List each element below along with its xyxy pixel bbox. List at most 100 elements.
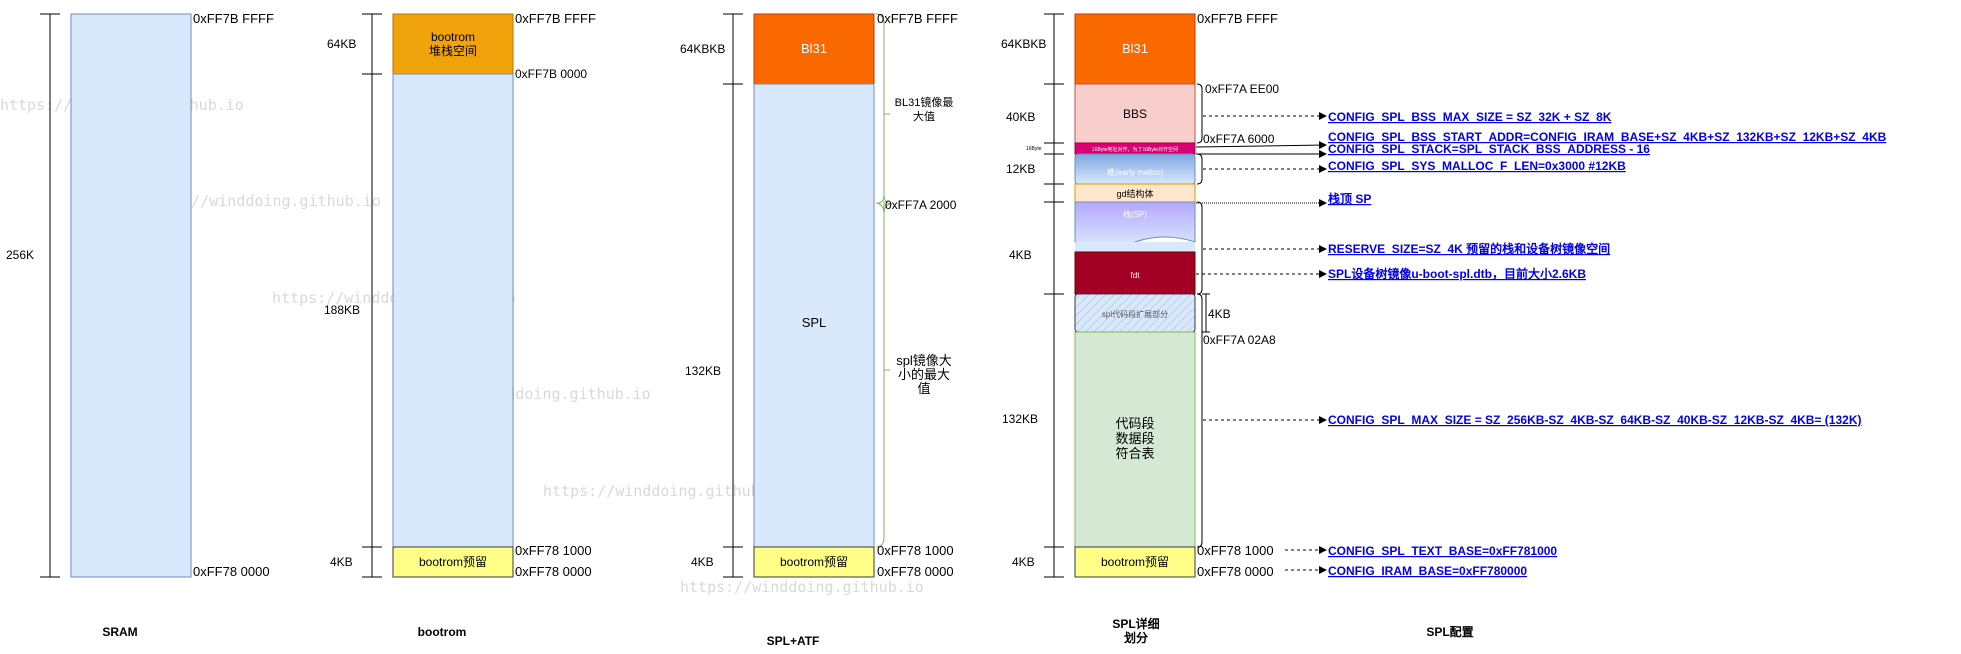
spl-detail-size-ext: 4KB bbox=[1208, 307, 1231, 321]
config-item-spl-dtb[interactable]: SPL设备树镜像u-boot-spl.dtb，目前大小2.6KB bbox=[1328, 266, 1586, 281]
spl-atf-addr-spl-max: 0xFF7A 2000 bbox=[885, 198, 957, 212]
spl-atf-reserve-block bbox=[753, 546, 875, 578]
bootrom-addr-top: 0xFF7B FFFF bbox=[515, 11, 596, 26]
bootrom-addr-stack-end: 0xFF7B 0000 bbox=[515, 67, 587, 81]
spl-detail-gd-label: gd结构体 bbox=[1116, 188, 1153, 199]
spl-atf-size-bl31: 64KBKB bbox=[680, 42, 725, 56]
spl-atf-title: SPL+ATF bbox=[767, 634, 820, 648]
spl-detail-size-bl31: 64KBKB bbox=[1001, 37, 1046, 51]
spl-detail-stack-fill bbox=[1075, 242, 1195, 252]
spl-atf-addr-top: 0xFF7B FFFF bbox=[877, 11, 958, 26]
spl-detail-ext-label: spl代码段扩展部分 bbox=[1102, 309, 1168, 319]
spl-detail-size-code: 132KB bbox=[1002, 412, 1038, 426]
bootrom-reserve-label: bootrom预留 bbox=[419, 555, 487, 569]
spl-detail-addr-bottom: 0xFF78 0000 bbox=[1197, 564, 1274, 579]
spl-detail-heap-label: 堆(early malloc) bbox=[1107, 167, 1163, 177]
spl-atf-spl-note: 小的最大 bbox=[898, 367, 950, 382]
spl-atf-bl31-note: BL31镜像最 bbox=[895, 95, 954, 109]
spl-detail-addr-6000: 0xFF7A 6000 bbox=[1203, 132, 1275, 146]
spl-atf-spl-note: 值 bbox=[917, 381, 930, 396]
spl-atf-bl31-note: 大值 bbox=[913, 109, 935, 123]
spl-detail-bl31-block bbox=[1074, 13, 1196, 85]
spl-detail-size-stack: 4KB bbox=[1009, 248, 1032, 262]
bootrom-free-block bbox=[392, 73, 514, 548]
bootrom-size-reserve: 4KB bbox=[330, 555, 353, 569]
watermark-text: https://winddoing.github.io bbox=[137, 192, 381, 210]
spl-detail-stack-label: 栈(SP) bbox=[1123, 209, 1147, 219]
spl-detail-brace bbox=[1196, 153, 1203, 185]
spl-detail-brace bbox=[1196, 293, 1203, 548]
spl-atf-bl31-brace bbox=[875, 13, 885, 204]
spl-atf-spl-brace bbox=[875, 202, 885, 548]
config-item-malloc-f-len[interactable]: CONFIG_SPL_SYS_MALLOC_F_LEN=0x3000 #12KB bbox=[1328, 159, 1626, 173]
spl-atf-size-reserve: 4KB bbox=[691, 555, 714, 569]
spl-config-title: SPL配置 bbox=[1426, 624, 1473, 639]
watermark-text: https://winddoing.github.io bbox=[680, 578, 924, 596]
spl-detail-size-bbs: 40KB bbox=[1006, 110, 1035, 124]
spl-detail-align-label: 16Byte地址对齐，为了16Byte对齐空间 bbox=[1092, 146, 1178, 153]
spl-detail-size-reserve: 4KB bbox=[1012, 555, 1035, 569]
bootrom-column: 64KB 188KB 4KB bootrom 堆栈空间 bootrom预留 0x… bbox=[324, 11, 596, 639]
bootrom-addr-bottom: 0xFF78 0000 bbox=[515, 564, 592, 579]
spl-detail-code-label: 符合表 bbox=[1115, 446, 1154, 461]
sram-addr-bottom: 0xFF78 0000 bbox=[193, 564, 270, 579]
spl-atf-addr-reserve-top: 0xFF78 1000 bbox=[877, 543, 954, 558]
spl-detail-brace bbox=[1196, 83, 1203, 144]
bootrom-stack-label: 堆栈空间 bbox=[429, 43, 477, 58]
config-arrow bbox=[1195, 141, 1327, 150]
spl-atf-addr-bottom: 0xFF78 0000 bbox=[877, 564, 954, 579]
spl-atf-bl31-label: Bl31 bbox=[801, 41, 827, 56]
config-item-bss-start-addr[interactable]: CONFIG_SPL_BSS_START_ADDR=CONFIG_IRAM_BA… bbox=[1328, 130, 1887, 144]
spl-detail-addr-02a8: 0xFF7A 02A8 bbox=[1203, 333, 1276, 347]
bootrom-size-stack: 64KB bbox=[327, 37, 356, 51]
spl-config-column: CONFIG_SPL_BSS_MAX_SIZE = SZ_32K + SZ_8K… bbox=[1195, 110, 1887, 639]
sram-block bbox=[70, 13, 192, 578]
bootrom-reserve-block bbox=[392, 546, 514, 578]
spl-detail-code-label: 代码段 bbox=[1115, 416, 1154, 431]
spl-detail-size-16byte: 16Byte bbox=[1026, 146, 1042, 152]
spl-detail-size-heap: 12KB bbox=[1006, 162, 1035, 176]
bootrom-addr-reserve-top: 0xFF78 1000 bbox=[515, 543, 592, 558]
bootrom-title: bootrom bbox=[418, 625, 467, 639]
spl-detail-addr-top: 0xFF7B FFFF bbox=[1197, 11, 1278, 26]
sram-column: 256K 0xFF7B FFFF 0xFF78 0000 SRAM bbox=[6, 11, 274, 639]
spl-atf-size-spl: 132KB bbox=[685, 364, 721, 378]
watermark-text: https://winddoing.github.io bbox=[543, 482, 787, 500]
sram-size-label: 256K bbox=[6, 248, 34, 262]
bootrom-stack-block bbox=[392, 13, 514, 75]
spl-detail-title: SPL详细 bbox=[1112, 616, 1159, 631]
spl-atf-column: 64KBKB 132KB 4KB Bl31 SPL bootrom预留 0xFF… bbox=[680, 11, 958, 648]
spl-detail-bl31-label: Bl31 bbox=[1122, 41, 1148, 56]
spl-detail-reserve-label: bootrom预留 bbox=[1101, 555, 1169, 569]
sram-addr-top: 0xFF7B FFFF bbox=[193, 11, 274, 26]
sram-title: SRAM bbox=[102, 625, 137, 639]
config-item-spl-stack[interactable]: CONFIG_SPL_STACK=SPL_STACK_BSS_ADDRESS -… bbox=[1328, 142, 1650, 156]
config-item-stack-top[interactable]: 栈顶 SP bbox=[1328, 191, 1371, 206]
spl-atf-spl-note: spl镜像大 bbox=[896, 353, 952, 368]
spl-config-arrows bbox=[1195, 112, 1327, 574]
spl-detail-code-label: 数据段 bbox=[1115, 431, 1154, 446]
spl-atf-spl-block bbox=[753, 83, 875, 548]
spl-detail-brace bbox=[1196, 201, 1203, 295]
spl-detail-bbs-block bbox=[1074, 83, 1196, 144]
config-item-spl-max-size[interactable]: CONFIG_SPL_MAX_SIZE = SZ_256KB-SZ_4KB-SZ… bbox=[1328, 413, 1862, 427]
spl-detail-addr-bbs: 0xFF7A EE00 bbox=[1205, 82, 1279, 96]
spl-detail-addr-reserve-top: 0xFF78 1000 bbox=[1197, 543, 1274, 558]
config-item-iram-base[interactable]: CONFIG_IRAM_BASE=0xFF780000 bbox=[1328, 564, 1527, 578]
spl-detail-code-block bbox=[1074, 331, 1196, 548]
spl-detail-column: 64KBKB 40KB 16Byte 12KB 4KB 132KB 4KB Bl… bbox=[1001, 11, 1279, 645]
spl-detail-fdt-label: fdt bbox=[1131, 271, 1141, 280]
spl-detail-stack-block bbox=[1074, 201, 1196, 248]
bootrom-size-mid: 188KB bbox=[324, 303, 360, 317]
spl-atf-spl-label: SPL bbox=[802, 315, 827, 330]
spl-detail-bbs-label: BBS bbox=[1123, 107, 1147, 121]
config-item-reserve-size[interactable]: RESERVE_SIZE=SZ_4K 预留的栈和设备树镜像空间 bbox=[1328, 241, 1610, 256]
spl-detail-title: 划分 bbox=[1124, 630, 1148, 645]
config-item-text-base[interactable]: CONFIG_SPL_TEXT_BASE=0xFF781000 bbox=[1328, 544, 1557, 558]
spl-detail-fdt-block bbox=[1074, 251, 1196, 295]
bootrom-stack-label: bootrom bbox=[431, 30, 475, 44]
config-item-bss-max-size[interactable]: CONFIG_SPL_BSS_MAX_SIZE = SZ_32K + SZ_8K bbox=[1328, 110, 1612, 124]
spl-atf-reserve-label: bootrom预留 bbox=[780, 555, 848, 569]
spl-detail-reserve-block bbox=[1074, 546, 1196, 578]
